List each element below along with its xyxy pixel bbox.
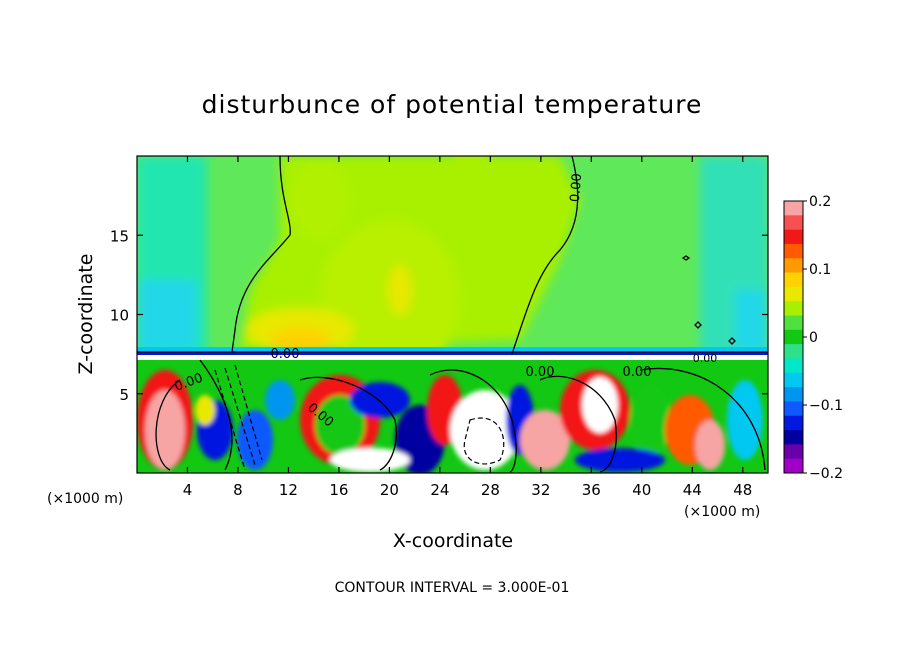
colorbar-tick-label: −0.2 (809, 466, 843, 482)
colorbar-swatch (784, 315, 803, 331)
colorbar-swatch (784, 301, 803, 316)
x-tick-label: 28 (481, 481, 500, 499)
colorbar-swatch (784, 215, 803, 230)
x-tick-label: 44 (683, 481, 702, 499)
colorbar-swatch (784, 229, 803, 245)
y-axis: 5 10 15 (110, 227, 768, 404)
colorbar-swatch (784, 444, 803, 459)
x-tick-label: 16 (329, 481, 348, 499)
x-tick-label: 24 (430, 481, 449, 499)
plot-field: 0.00 0.00 0.00 0.00 0.00 0.00 0.00 (137, 156, 768, 473)
colorbar-swatch (784, 458, 803, 474)
x-axis-label: X-coordinate (393, 530, 513, 552)
x-tick-label: 36 (582, 481, 601, 499)
colorbar-swatch (784, 358, 803, 374)
contour-interval-annotation: CONTOUR INTERVAL = 3.000E-01 (335, 580, 570, 596)
colorbar-swatch (784, 387, 803, 402)
colorbar-swatch (784, 329, 803, 345)
colorbar-tick-label: 0.1 (809, 262, 831, 278)
contour-label: 0.00 (693, 352, 718, 365)
x-tick-label: 40 (632, 481, 651, 499)
colorbar-swatch (784, 258, 803, 273)
colorbar-tick-label: 0 (809, 330, 818, 346)
colorbar (783, 200, 804, 474)
x-unit-label-left: (×1000 m) (47, 491, 123, 507)
x-tick-label: 8 (233, 481, 243, 499)
contour-label: 0.00 (271, 347, 300, 362)
contour-label: 0.00 (568, 173, 585, 203)
y-axis-label: Z-coordinate (75, 254, 97, 375)
colorbar-swatch (784, 243, 803, 259)
colorbar-swatch (784, 286, 803, 302)
colorbar-swatch (784, 272, 803, 288)
colorbar-swatch (784, 401, 803, 417)
colorbar-swatch (784, 430, 803, 445)
x-tick-label: 20 (380, 481, 399, 499)
colorbar-swatch (784, 415, 803, 431)
colorbar-ticks: 0.2 0.1 0 −0.1 −0.2 (803, 194, 843, 482)
x-tick-label: 4 (183, 481, 193, 499)
colorbar-swatch (784, 372, 803, 388)
colorbar-swatch (784, 201, 803, 216)
colorbar-swatch (784, 344, 803, 359)
colorbar-tick-label: 0.2 (809, 194, 831, 210)
y-tick-label: 10 (110, 307, 129, 325)
contour-label: 0.00 (623, 365, 652, 380)
x-tick-label: 32 (531, 481, 550, 499)
contour-label: 0.00 (526, 365, 555, 380)
x-tick-label: 12 (279, 481, 298, 499)
colorbar-tick-label: −0.1 (809, 398, 843, 414)
y-tick-label: 5 (119, 386, 129, 404)
x-unit-label-right: (×1000 m) (684, 504, 760, 520)
chart-title: disturbunce of potential temperature (202, 90, 703, 119)
x-axis: 4 8 12 16 20 24 28 32 36 40 44 48 (183, 156, 752, 499)
x-tick-label: 48 (733, 481, 752, 499)
y-tick-label: 15 (110, 227, 129, 245)
